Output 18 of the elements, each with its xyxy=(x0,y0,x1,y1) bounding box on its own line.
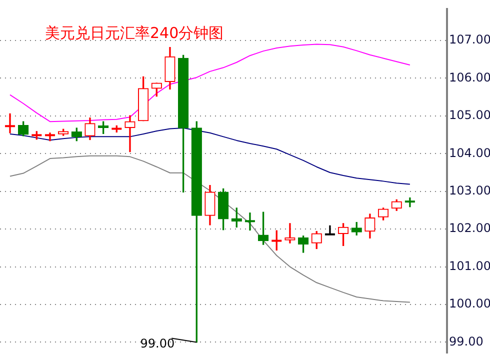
candlestick xyxy=(44,132,56,142)
text: 美元兑日元汇率240分钟图 xyxy=(45,24,224,42)
candlestick xyxy=(4,113,16,134)
y-tick-label: 102.00 xyxy=(449,221,490,236)
y-tick-label: 100.00 xyxy=(449,296,490,311)
y-tick-label: 104.00 xyxy=(449,146,490,160)
y-tick-label: 105.00 xyxy=(449,108,490,122)
candlestick xyxy=(124,115,136,152)
candlestick xyxy=(244,212,256,231)
y-tick-label: 101.00 xyxy=(449,258,490,273)
candlestick xyxy=(324,225,336,236)
y-tick-label: 106.00 xyxy=(449,70,490,84)
y-tick-label: 99.00 xyxy=(449,334,484,348)
candlestick xyxy=(284,223,296,244)
y-tick-label: 107.00 xyxy=(449,32,490,47)
annotation: 99.00 xyxy=(140,336,175,350)
y-tick-label: 103.00 xyxy=(449,183,490,198)
candlestick xyxy=(404,197,416,208)
